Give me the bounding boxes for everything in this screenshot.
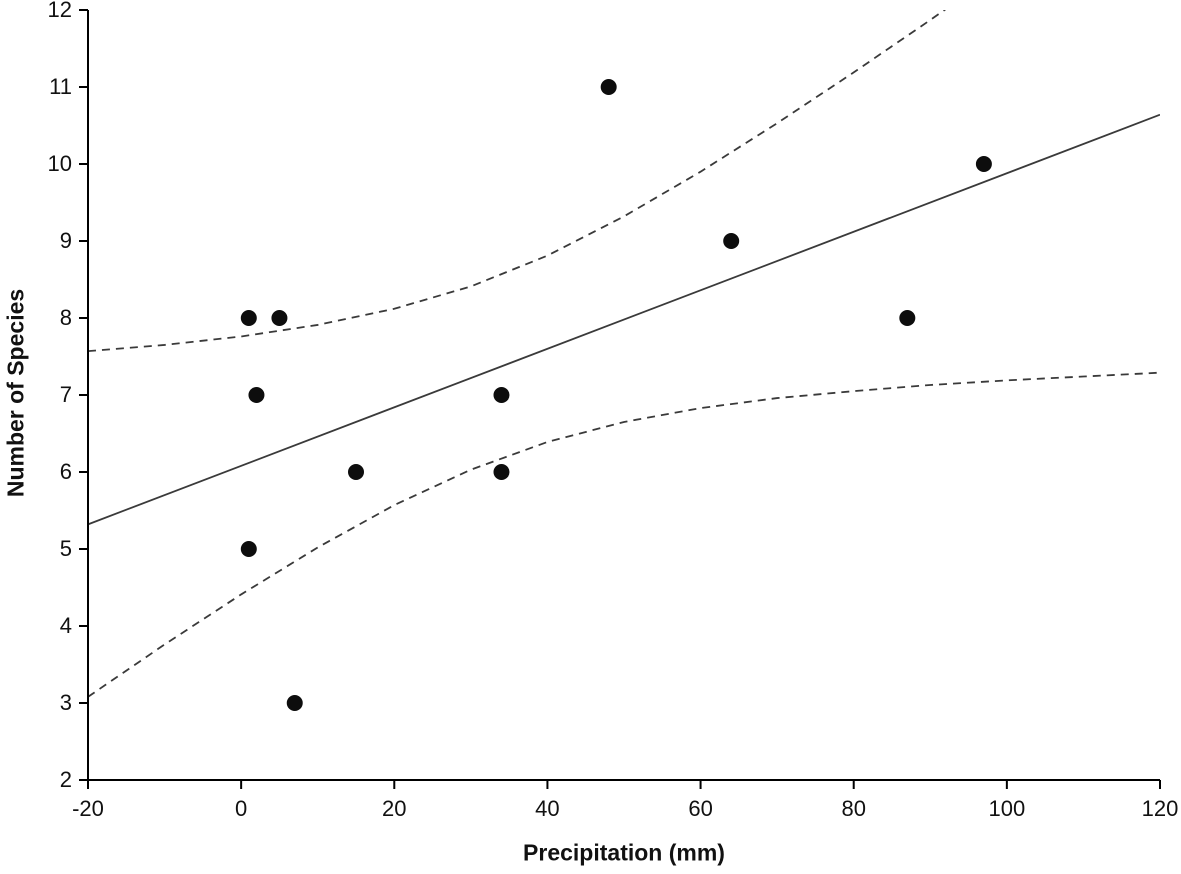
y-tick-label: 11 <box>49 74 72 99</box>
data-point <box>600 79 617 95</box>
x-tick-label: 0 <box>235 796 247 821</box>
data-point <box>493 464 510 480</box>
y-tick-label: 9 <box>60 228 72 253</box>
x-tick-label: 60 <box>688 796 712 821</box>
x-tick-label: -20 <box>72 796 104 821</box>
data-point <box>348 464 364 480</box>
data-point <box>271 310 288 326</box>
confidence-band-lower <box>88 371 1160 698</box>
data-point <box>240 310 257 326</box>
regression-line <box>88 113 1160 526</box>
data-point <box>248 387 265 403</box>
y-tick-label: 6 <box>60 459 72 484</box>
x-tick-label: 40 <box>535 796 559 821</box>
y-tick-label: 3 <box>60 690 72 715</box>
plot-area <box>88 10 1160 711</box>
x-tick-label: 80 <box>841 796 865 821</box>
data-point <box>975 156 992 172</box>
data-point <box>240 541 257 557</box>
x-tick-label: 20 <box>382 796 406 821</box>
y-tick-label: 4 <box>60 613 72 638</box>
x-axis-title: Precipitation (mm) <box>523 839 725 866</box>
y-tick-label: 5 <box>60 536 72 561</box>
x-tick-label: 100 <box>988 796 1025 821</box>
y-tick-label: 10 <box>48 151 72 176</box>
data-point <box>493 387 510 403</box>
y-tick-label: 2 <box>60 767 72 792</box>
data-point <box>723 233 740 249</box>
y-axis-title: Number of Species <box>2 288 29 498</box>
y-tick-label: 8 <box>60 305 72 330</box>
y-tick-label: 7 <box>60 382 72 407</box>
data-point <box>286 695 303 711</box>
data-point <box>899 310 916 326</box>
y-tick-label: 12 <box>48 0 72 22</box>
x-tick-label: 120 <box>1142 796 1179 821</box>
